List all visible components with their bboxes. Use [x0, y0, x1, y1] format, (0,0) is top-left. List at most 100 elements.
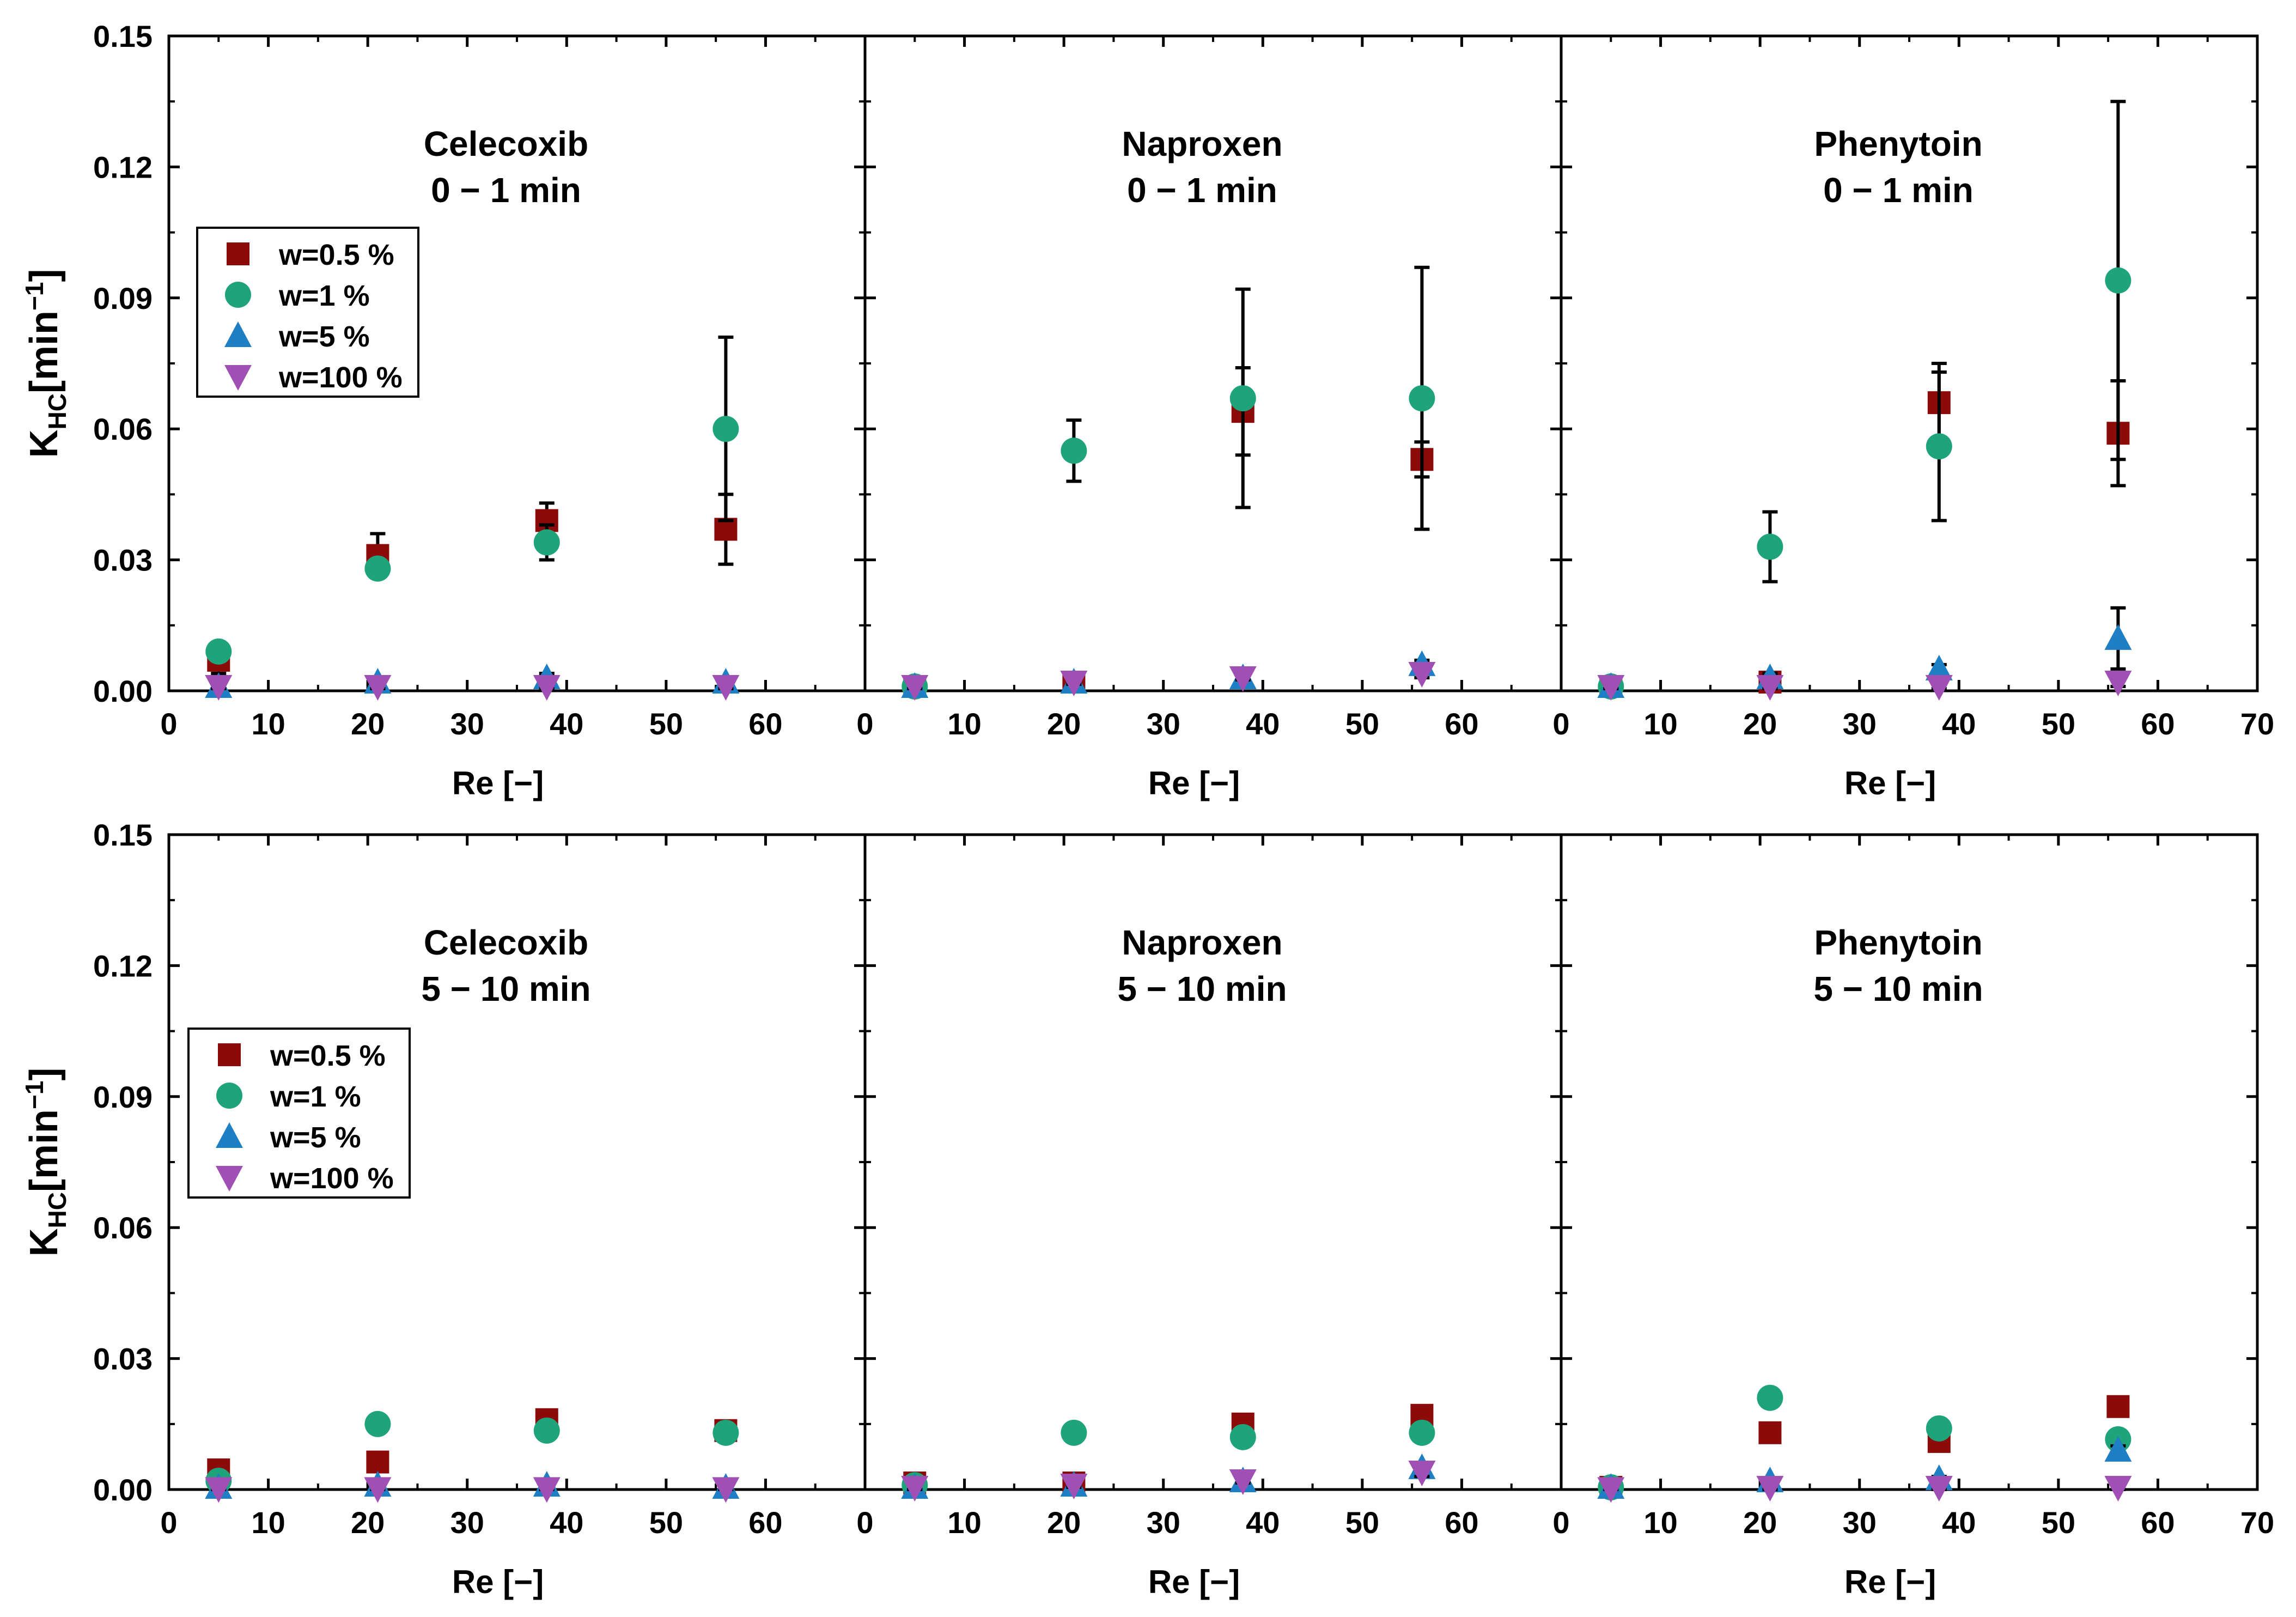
y-tick-label: 0.06 [93, 1211, 153, 1245]
x-axis-label: Re [−] [1148, 1564, 1240, 1600]
x-tick-label: 20 [1743, 1505, 1777, 1540]
point-triangle-down-w100 [901, 674, 929, 701]
y-tick-label: 0.15 [93, 818, 153, 852]
legend-label: w=100 % [278, 361, 403, 394]
point-triangle-down-w100 [364, 1477, 392, 1503]
point-triangle-down-w100 [1229, 666, 1257, 692]
y-tick-label: 0.12 [93, 949, 153, 983]
point-triangle-down-w100 [2104, 670, 2132, 696]
x-tick-label: 10 [251, 707, 285, 741]
x-tick-label: 0 [160, 1505, 177, 1540]
point-circle-w1 [1757, 533, 1783, 560]
x-tick-label: 40 [550, 707, 583, 741]
x-tick-label: 30 [1843, 1505, 1877, 1540]
y-axis-label-y-axis-label-unit: [min [22, 311, 66, 393]
y-tick-label: 0.09 [93, 1080, 153, 1114]
x-tick-label: 50 [649, 1505, 683, 1540]
x-axis-label: Re [−] [452, 765, 544, 801]
point-triangle-down-w100 [1408, 1460, 1436, 1486]
point-triangle-down-w100 [1756, 674, 1784, 701]
panel-top-phenytoin: 0 10 20 30 40 50 60 70 Re [−] Phenytoin 0 − 1 min [1552, 34, 2274, 801]
point-circle-w1 [364, 1411, 391, 1437]
legend-label: w=1 % [270, 1080, 361, 1113]
point-triangle-down-w100 [1925, 674, 1953, 701]
y-axis-label-y-axis-label: K [22, 1228, 66, 1256]
x-tick-label: 20 [351, 707, 385, 741]
point-triangle-down-w100 [364, 674, 392, 701]
legend-marker-triangle-down [216, 1166, 243, 1192]
x-tick-label: 60 [748, 707, 782, 741]
x-tick-label: 10 [1643, 707, 1677, 741]
point-triangle-down-w100 [1597, 1477, 1625, 1503]
panel-title: Celecoxib [424, 124, 588, 163]
legend-marker-triangle-up [224, 321, 252, 347]
y-tick-label: 0.03 [93, 543, 153, 578]
x-tick-label: 50 [1345, 707, 1379, 741]
point-triangle-down-w100 [901, 1475, 929, 1502]
y-tick-label: 0.06 [93, 412, 153, 446]
legend-marker-triangle-up [216, 1122, 243, 1148]
x-tick-label: 30 [1843, 707, 1877, 741]
point-triangle-up-w5 [2104, 624, 2132, 650]
point-circle-w1 [533, 1417, 560, 1444]
point-circle-w1 [1409, 1419, 1435, 1446]
y-tick-label: 0.00 [93, 674, 153, 708]
x-tick-label: 10 [251, 1505, 285, 1540]
panel-title: Phenytoin [1814, 923, 1982, 962]
y-axis-label: KHC[min−1] [20, 1068, 71, 1257]
point-triangle-down-w100 [2104, 1475, 2132, 1502]
y-axis-label-y-axis-label-unit: [min [22, 1109, 66, 1192]
y-tick-label: 0.12 [93, 150, 153, 184]
panel-title: Naproxen [1122, 124, 1282, 163]
panel-subtitle: 0 − 1 min [431, 171, 581, 210]
point-circle-w1 [1061, 437, 1087, 464]
point-circle-w1 [1926, 1415, 1952, 1442]
x-tick-label: 60 [1445, 1505, 1478, 1540]
point-triangle-down-w100 [1060, 1473, 1088, 1499]
panel-bottom-celecoxib: 0 10 20 30 40 50 60 0.00 0.03 0.06 0.09 0.12 0.15 Re … [20, 818, 867, 1600]
x-tick-label: 60 [1445, 707, 1478, 741]
x-tick-label: 0 [856, 1505, 873, 1540]
legend-marker-circle [216, 1083, 242, 1109]
point-triangle-down-w100 [1408, 661, 1436, 688]
legend: w=0.5 % w=1 % w=5 % w=100 % [196, 227, 419, 398]
y-axis-label-y-axis-label-sub: HC [43, 393, 71, 429]
x-tick-label: 10 [1643, 1505, 1677, 1540]
legend-marker-square [218, 1043, 241, 1066]
legend-label: w=1 % [278, 279, 370, 312]
x-tick-label: 60 [2141, 1505, 2175, 1540]
point-circle-w1 [712, 1419, 739, 1446]
point-triangle-down-w100 [1229, 1469, 1257, 1495]
point-triangle-down-w100 [712, 674, 740, 701]
legend-label: w=100 % [270, 1162, 394, 1195]
y-axis-label-y-axis-label-sub: HC [43, 1192, 71, 1228]
point-triangle-up-w5 [1925, 654, 1953, 680]
x-tick-label: 50 [2042, 707, 2075, 741]
x-tick-label: 20 [1743, 707, 1777, 741]
x-axis-label: Re [−] [1844, 1564, 1936, 1600]
y-axis-label-y-axis-label-close: ] [22, 1068, 66, 1081]
panel-title: Celecoxib [424, 923, 588, 962]
x-tick-label: 50 [649, 707, 683, 741]
legend-label: w=0.5 % [270, 1040, 386, 1072]
panel-subtitle: 5 − 10 min [1117, 969, 1287, 1008]
x-tick-label: 50 [2042, 1505, 2075, 1540]
point-square-w0.5 [2106, 1395, 2130, 1418]
panel-title: Phenytoin [1814, 124, 1982, 163]
x-tick-label: 20 [1047, 1505, 1081, 1540]
panel-top-naproxen: 0 10 20 30 40 50 60 Re [−] Naproxen 0 − 1 min [856, 34, 1563, 801]
legend-label: w=5 % [270, 1121, 361, 1154]
x-tick-label: 40 [1246, 1505, 1280, 1540]
point-circle-w1 [364, 555, 391, 582]
point-triangle-down-w100 [1060, 670, 1088, 696]
x-axis-label: Re [−] [1844, 765, 1936, 801]
point-circle-w1 [712, 416, 739, 442]
x-tick-label: 40 [550, 1505, 583, 1540]
y-tick-label: 0.00 [93, 1473, 153, 1507]
x-axis-label: Re [−] [1148, 765, 1240, 801]
point-square-w0.5 [366, 1450, 389, 1474]
x-tick-label: 30 [450, 1505, 484, 1540]
x-tick-label: 0 [856, 707, 873, 741]
point-circle-w1 [1229, 385, 1256, 412]
x-tick-label: 40 [1942, 1505, 1976, 1540]
